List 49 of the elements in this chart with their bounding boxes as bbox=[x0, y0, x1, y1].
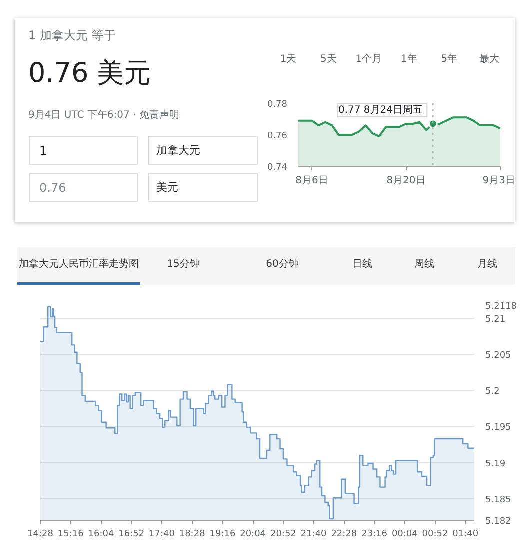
text: 日线 bbox=[352, 258, 372, 270]
text: 5天 bbox=[320, 54, 337, 65]
y-tick-label: 5.2 bbox=[486, 387, 500, 398]
y-tick-label: 5.205 bbox=[486, 351, 512, 362]
y-tick-label: 5.195 bbox=[486, 423, 512, 434]
y-tick-label: 5.2118 bbox=[486, 302, 518, 312]
text: 0.76 美元 bbox=[28, 58, 152, 89]
text: 9月4日 UTC 下午6:07 · 免责声明 bbox=[28, 109, 180, 121]
text: 最大 bbox=[480, 53, 500, 65]
text: 0.76 bbox=[40, 181, 66, 195]
x-tick-label: 00:04 bbox=[392, 530, 418, 540]
x-tick-label: 14:28 bbox=[28, 530, 54, 540]
text: 月线 bbox=[478, 258, 498, 270]
x-tick-label: 8月20日 bbox=[386, 176, 426, 186]
y-tick-label: 0.74 bbox=[267, 163, 288, 173]
y-tick-label: 5.185 bbox=[486, 495, 512, 506]
text: 60分钟 bbox=[266, 258, 299, 270]
text: 美元 bbox=[156, 181, 178, 194]
x-tick-label: 23:16 bbox=[362, 530, 388, 540]
x-tick-label: 22:28 bbox=[331, 530, 358, 540]
y-tick-label: 5.182 bbox=[486, 517, 512, 527]
text: 1个月 bbox=[356, 53, 382, 65]
text: 1年 bbox=[400, 53, 418, 65]
text: 15分钟 bbox=[167, 258, 200, 270]
annotation: 0.77 8月24日周五 bbox=[338, 104, 423, 116]
y-tick-label: 5.19 bbox=[486, 459, 506, 470]
text: 1 加拿大元 等于 bbox=[28, 28, 116, 42]
x-tick-label: 17:40 bbox=[149, 530, 176, 540]
text: 1 bbox=[40, 144, 48, 158]
x-tick-label: 01:40 bbox=[452, 530, 479, 540]
x-tick-label: 21:40 bbox=[300, 530, 328, 540]
x-tick-label: 15:16 bbox=[58, 530, 84, 540]
x-tick-label: 16:04 bbox=[88, 530, 114, 540]
y-tick-label: 5.21 bbox=[486, 314, 506, 325]
x-tick-label: 16:52 bbox=[118, 530, 145, 540]
x-tick-label: 20:04 bbox=[240, 530, 266, 540]
text: 加拿大元 bbox=[156, 144, 200, 157]
y-tick-label: 0.78 bbox=[267, 100, 288, 110]
chart-title: 加拿大元人民币汇率走势图 bbox=[19, 258, 139, 270]
text: 周线 bbox=[414, 258, 434, 270]
x-tick-label: 18:28 bbox=[179, 530, 206, 540]
y-tick-label: 0.76 bbox=[267, 132, 288, 142]
x-tick-label: 8月6日 bbox=[296, 176, 328, 186]
x-tick-label: 20:52 bbox=[270, 530, 296, 540]
x-tick-label: 19:16 bbox=[210, 530, 236, 540]
text: 1天 bbox=[280, 54, 297, 65]
x-tick-label: 00:52 bbox=[422, 530, 448, 540]
text: 5年 bbox=[441, 53, 458, 65]
x-tick-label: 9月3日 bbox=[482, 176, 516, 186]
